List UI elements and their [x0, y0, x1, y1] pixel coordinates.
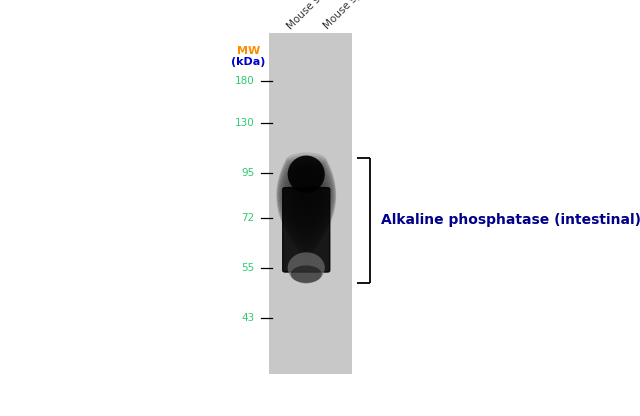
Ellipse shape [279, 207, 333, 224]
Ellipse shape [285, 152, 327, 169]
Ellipse shape [287, 156, 325, 193]
Ellipse shape [279, 168, 333, 184]
Ellipse shape [280, 210, 332, 226]
Ellipse shape [281, 212, 332, 229]
Ellipse shape [278, 172, 335, 189]
Ellipse shape [276, 195, 336, 211]
Ellipse shape [294, 235, 319, 251]
Ellipse shape [276, 180, 336, 196]
Text: Alkaline phosphatase (intestinal): Alkaline phosphatase (intestinal) [381, 213, 640, 228]
Ellipse shape [278, 175, 335, 191]
Ellipse shape [285, 222, 327, 239]
Text: 95: 95 [241, 168, 255, 178]
Ellipse shape [282, 215, 330, 231]
Ellipse shape [278, 205, 334, 221]
Ellipse shape [277, 197, 335, 214]
Ellipse shape [284, 155, 328, 171]
Text: 180: 180 [235, 76, 255, 86]
Ellipse shape [283, 217, 330, 234]
Ellipse shape [276, 185, 336, 201]
Ellipse shape [295, 237, 317, 253]
Ellipse shape [290, 230, 323, 246]
Text: MW: MW [237, 46, 260, 56]
Ellipse shape [297, 240, 316, 256]
Text: (kDa): (kDa) [231, 57, 266, 67]
Ellipse shape [280, 165, 332, 181]
Text: Mouse small intestine: Mouse small intestine [285, 0, 372, 31]
Text: 43: 43 [241, 313, 255, 323]
Ellipse shape [300, 242, 313, 258]
Ellipse shape [281, 162, 332, 178]
Ellipse shape [276, 192, 336, 209]
Ellipse shape [289, 227, 324, 244]
Ellipse shape [276, 187, 336, 203]
Ellipse shape [283, 158, 330, 174]
Ellipse shape [276, 182, 336, 198]
Ellipse shape [276, 190, 336, 206]
Text: 72: 72 [241, 213, 255, 223]
Ellipse shape [282, 160, 330, 176]
Ellipse shape [291, 265, 322, 283]
Ellipse shape [287, 252, 325, 284]
Ellipse shape [287, 225, 326, 241]
FancyBboxPatch shape [283, 188, 330, 272]
Ellipse shape [278, 170, 334, 186]
Text: 130: 130 [235, 118, 255, 128]
Ellipse shape [278, 203, 335, 219]
Ellipse shape [278, 200, 335, 216]
Ellipse shape [292, 232, 321, 248]
Ellipse shape [277, 177, 335, 193]
Bar [269, 33, 352, 374]
Ellipse shape [284, 220, 328, 236]
Text: Mouse spleen: Mouse spleen [322, 0, 380, 31]
Text: 55: 55 [241, 263, 255, 273]
